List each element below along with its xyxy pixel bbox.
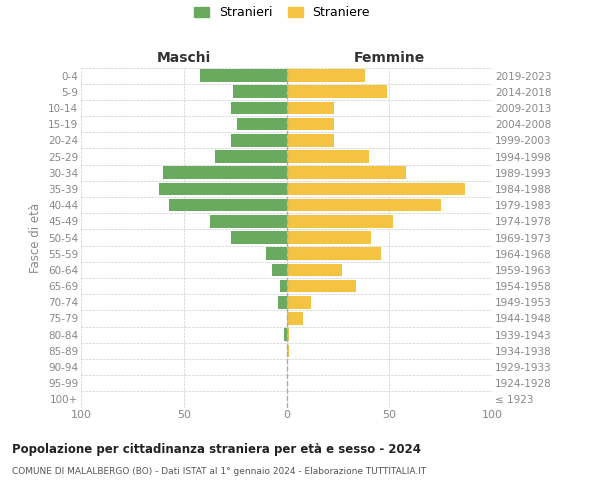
Bar	[272, 264, 287, 276]
Bar	[287, 312, 303, 325]
Bar	[231, 134, 287, 146]
Bar	[284, 328, 287, 341]
Bar	[287, 166, 406, 179]
Bar	[159, 182, 287, 195]
Bar	[163, 166, 287, 179]
Bar	[231, 102, 287, 114]
Bar	[280, 280, 287, 292]
Bar	[287, 199, 440, 211]
Bar	[287, 248, 381, 260]
Bar	[287, 86, 387, 98]
Bar	[237, 118, 287, 130]
Bar	[287, 231, 371, 244]
Bar	[287, 328, 289, 341]
Text: Maschi: Maschi	[157, 51, 211, 65]
Y-axis label: Fasce di età: Fasce di età	[29, 202, 43, 272]
Legend: Stranieri, Straniere: Stranieri, Straniere	[194, 6, 370, 19]
Bar	[211, 215, 287, 228]
Bar	[287, 344, 289, 357]
Bar	[287, 134, 334, 146]
Bar	[287, 182, 465, 195]
Text: COMUNE DI MALALBERGO (BO) - Dati ISTAT al 1° gennaio 2024 - Elaborazione TUTTITA: COMUNE DI MALALBERGO (BO) - Dati ISTAT a…	[12, 468, 426, 476]
Bar	[231, 231, 287, 244]
Text: Popolazione per cittadinanza straniera per età e sesso - 2024: Popolazione per cittadinanza straniera p…	[12, 442, 421, 456]
Bar	[287, 215, 394, 228]
Bar	[287, 264, 342, 276]
Bar	[287, 150, 369, 163]
Bar	[233, 86, 287, 98]
Bar	[169, 199, 287, 211]
Bar	[287, 280, 356, 292]
Text: Femmine: Femmine	[353, 51, 425, 65]
Bar	[200, 70, 287, 82]
Bar	[266, 248, 287, 260]
Bar	[287, 102, 334, 114]
Bar	[278, 296, 287, 308]
Bar	[287, 118, 334, 130]
Bar	[287, 296, 311, 308]
Bar	[287, 70, 365, 82]
Bar	[215, 150, 287, 163]
